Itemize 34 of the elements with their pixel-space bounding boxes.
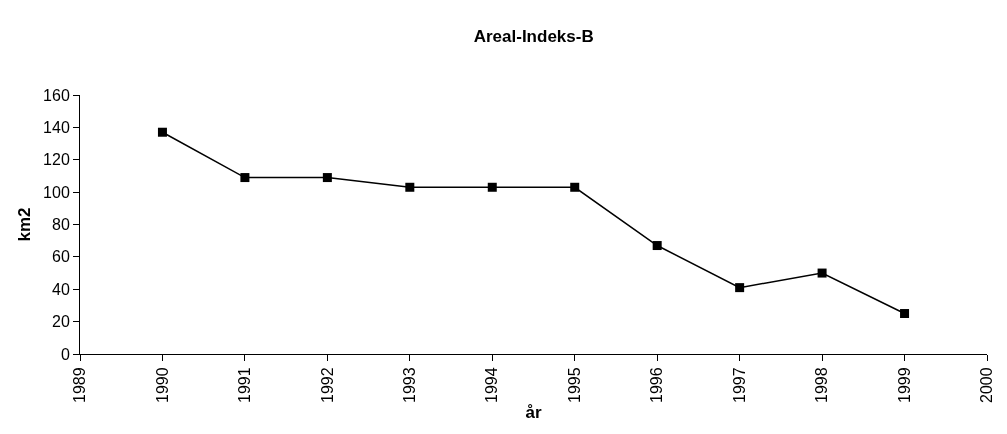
point (735, 283, 745, 293)
point (570, 182, 580, 192)
x-axis-title: år (525, 403, 542, 423)
x-tick-label: 1999 (895, 367, 913, 403)
point (487, 182, 497, 192)
x-tick-label: 1991 (236, 367, 254, 403)
y-tick-label: 80 (52, 216, 70, 234)
y-tick-label: 0 (60, 345, 70, 363)
point (322, 173, 332, 183)
point (900, 309, 910, 319)
x-tick-label: 1994 (483, 367, 501, 403)
y-tick-label: 20 (52, 313, 70, 331)
x-tick-label: 1992 (318, 367, 336, 403)
x-tick-label: 2000 (978, 367, 996, 403)
y-tick-label: 40 (52, 280, 70, 298)
x-tick-label: 1989 (71, 367, 89, 403)
x-tick-label: 1993 (401, 367, 419, 403)
point (652, 241, 662, 251)
y-tick-label: 160 (43, 86, 70, 104)
y-axis-title: km2 (14, 207, 34, 242)
y-tick-label: 100 (43, 183, 70, 201)
point (817, 268, 827, 278)
x-tick-label: 1990 (153, 367, 171, 403)
point (405, 182, 415, 192)
x-tick-label: 1998 (813, 367, 831, 403)
y-tick-label: 140 (43, 118, 70, 136)
point (240, 173, 250, 183)
x-tick-label: 1997 (730, 367, 748, 403)
chart-title: Areal-Indeks-B (473, 27, 594, 47)
y-tick-label: 120 (43, 151, 70, 169)
x-tick-label: 1995 (565, 367, 583, 403)
point (157, 127, 167, 137)
x-tick-label: 1996 (648, 367, 666, 403)
y-tick-label: 60 (52, 248, 70, 266)
